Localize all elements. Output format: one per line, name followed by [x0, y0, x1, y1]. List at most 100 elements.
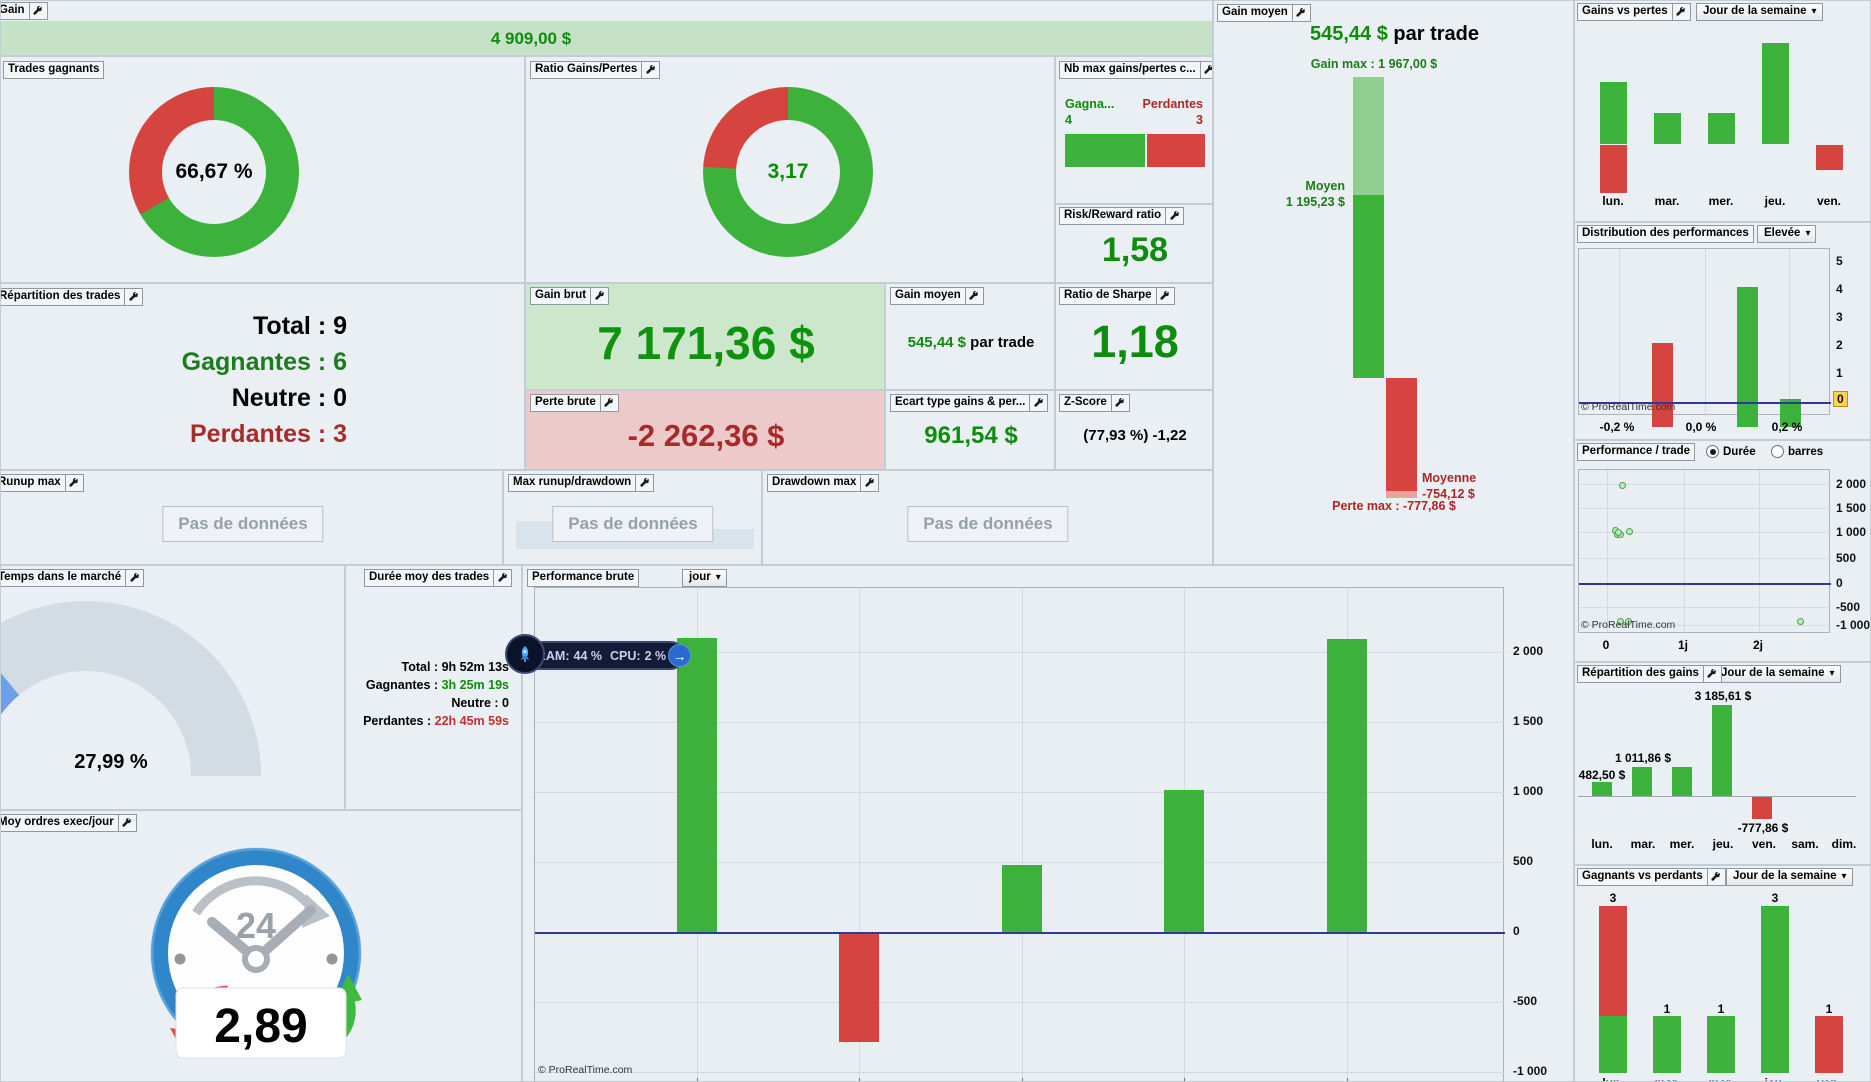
wrench-icon[interactable]: [125, 288, 144, 306]
wrench-icon[interactable]: [636, 474, 655, 492]
day-label: mer.: [1709, 1076, 1734, 1081]
ecart-type-panel: Ecart type gains & per... 961,54 $: [885, 390, 1055, 470]
perte-max-label: Perte max : -777,86 $: [1332, 499, 1456, 513]
trades-gagnants-label: Trades gagnants: [3, 61, 105, 79]
wrench-icon[interactable]: [29, 2, 48, 20]
wrench-icon[interactable]: [1166, 207, 1185, 225]
day-label: lun.: [1602, 1076, 1623, 1081]
perf-bar: [839, 933, 879, 1042]
repartition-gains-dropdown[interactable]: Jour de la semaine: [1714, 665, 1841, 683]
wrench-icon[interactable]: [1200, 61, 1212, 79]
nb-max-win-label: Gagna...: [1065, 97, 1115, 111]
ratio-sharpe-value: 1,18: [1091, 316, 1179, 367]
duree-moy-label: Durée moy des trades: [364, 569, 513, 587]
radio-icon: [1771, 445, 1784, 458]
radio-icon: [1706, 445, 1719, 458]
gvp-bar: [1600, 145, 1627, 193]
bar-value-label: 482,50 $: [1578, 768, 1626, 782]
gvp-bar: [1600, 82, 1627, 144]
wrench-icon[interactable]: [1111, 394, 1130, 412]
nb-max-win-count: 4: [1065, 113, 1072, 127]
rg-bar: [1632, 767, 1652, 796]
wrench-icon[interactable]: [1292, 4, 1311, 22]
x-axis-tick: 1j: [1677, 638, 1689, 652]
wrench-icon[interactable]: [1156, 287, 1175, 305]
runup-no-data: Pas de données: [162, 506, 324, 542]
wrench-icon[interactable]: [65, 474, 84, 492]
wrench-icon[interactable]: [965, 287, 984, 305]
max-runup-drawdown-panel: Max runup/drawdown Pas de données: [503, 470, 762, 565]
dist-bar: [1737, 287, 1758, 427]
wrench-icon[interactable]: [1672, 3, 1691, 21]
y-axis-tick: -500: [1836, 600, 1861, 614]
gains-vs-pertes-label: Gains vs pertes: [1577, 3, 1691, 21]
orders-clock-icon: 24 2,89: [150, 847, 362, 1059]
runup-max-label: Runup max: [1, 474, 84, 492]
ratio-gains-pertes-label: Ratio Gains/Pertes: [530, 61, 661, 79]
day-label: ven.: [1817, 1076, 1841, 1081]
distribution-label: Distribution des performances: [1577, 225, 1754, 243]
y-axis-tick: -1 000: [1836, 618, 1871, 632]
perte-brute-value: -2 262,36 $: [627, 418, 785, 453]
x-axis-tick: 0,2 %: [1771, 420, 1803, 434]
bar-value-label: -777,86 $: [1737, 821, 1789, 835]
watermark: © ProRealTime.com: [1581, 401, 1676, 413]
moy-ordres-value: 2,89: [214, 1000, 307, 1053]
day-label: lun.: [1591, 837, 1613, 851]
wrench-icon[interactable]: [642, 61, 661, 79]
stat-total: Total : 9: [253, 312, 347, 340]
performance-brute-panel: Performance brute jour: [522, 565, 1574, 1082]
y-axis-tick: 1 500: [1836, 501, 1867, 515]
wrench-icon[interactable]: [118, 814, 137, 832]
duree-radio[interactable]: Durée: [1706, 445, 1756, 458]
gain-brut-value: 7 171,36 $: [597, 317, 815, 369]
stat-neutre: Neutre : 0: [231, 384, 347, 412]
y-axis-tick: 0: [1836, 576, 1843, 590]
y-axis-tick: 2 000: [1836, 477, 1867, 491]
day-label: mar.: [1655, 1076, 1680, 1081]
wrench-icon[interactable]: [126, 569, 145, 587]
wrench-icon[interactable]: [861, 474, 880, 492]
day-label: mar.: [1654, 194, 1680, 208]
gvp-bar: [1654, 113, 1681, 144]
trades-gagnants-panel: Trades gagnants 66,67 %: [0, 56, 525, 283]
performance-brute-period-dropdown[interactable]: jour: [682, 569, 727, 587]
wrench-icon[interactable]: [1703, 665, 1722, 683]
gagnants-perdants-panel: Gagnants vs perdants Jour de la semaine …: [1574, 865, 1871, 1082]
wrench-icon[interactable]: [600, 394, 619, 412]
ratio-gains-pertes-donut: 3,17: [703, 87, 873, 257]
gain-moyen-big-title: 545,44 $ par trade: [1309, 23, 1479, 45]
distribution-level-dropdown[interactable]: Elevée: [1757, 225, 1817, 243]
wrench-icon[interactable]: [1707, 868, 1726, 886]
nb-max-lose-count: 3: [1196, 113, 1203, 127]
perf-bar: [1164, 790, 1204, 932]
duree-total: Total : 9h 52m 13s: [401, 660, 509, 674]
bar-count-label: 1: [1663, 1002, 1671, 1016]
perte-max-segment: [1386, 491, 1417, 498]
y-axis-zero-highlight: 0: [1833, 391, 1848, 407]
nb-max-panel: Nb max gains/pertes c... Gagna... Perdan…: [1055, 56, 1213, 204]
gagnants-perdants-dropdown[interactable]: Jour de la semaine: [1726, 868, 1853, 886]
duree-perdantes: Perdantes : 22h 45m 59s: [363, 714, 509, 728]
wrench-icon[interactable]: [591, 287, 610, 305]
expand-arrow-icon[interactable]: →: [668, 644, 691, 667]
barres-radio[interactable]: barres: [1771, 445, 1823, 458]
wrench-icon[interactable]: [494, 569, 513, 587]
ggp-bar: [1599, 906, 1627, 1016]
x-axis-tick: 0: [1602, 638, 1610, 652]
ggp-bar: [1707, 1016, 1735, 1073]
rg-bar: [1752, 797, 1772, 819]
gains-vs-pertes-dropdown[interactable]: Jour de la semaine: [1696, 3, 1823, 21]
repartition-gains-panel: Répartition des gains Jour de la semaine…: [1574, 662, 1871, 865]
system-monitor-widget[interactable]: RAM: 44 % CPU: 2 % →: [505, 634, 705, 678]
day-label: mer.: [1669, 837, 1695, 851]
distribution-panel: Distribution des performances Elevée 5 4…: [1574, 222, 1871, 440]
y-axis-tick: 0: [1513, 924, 1520, 938]
gain-moyen-small-label: Gain moyen: [890, 287, 984, 305]
nb-max-lose-label: Perdantes: [1142, 97, 1203, 111]
wrench-icon[interactable]: [1030, 394, 1049, 412]
watermark: © ProRealTime.com: [538, 1064, 633, 1076]
gain-moyen-small-panel: Gain moyen 545,44 $ par trade: [885, 283, 1055, 390]
y-axis-tick: 1: [1836, 366, 1843, 380]
